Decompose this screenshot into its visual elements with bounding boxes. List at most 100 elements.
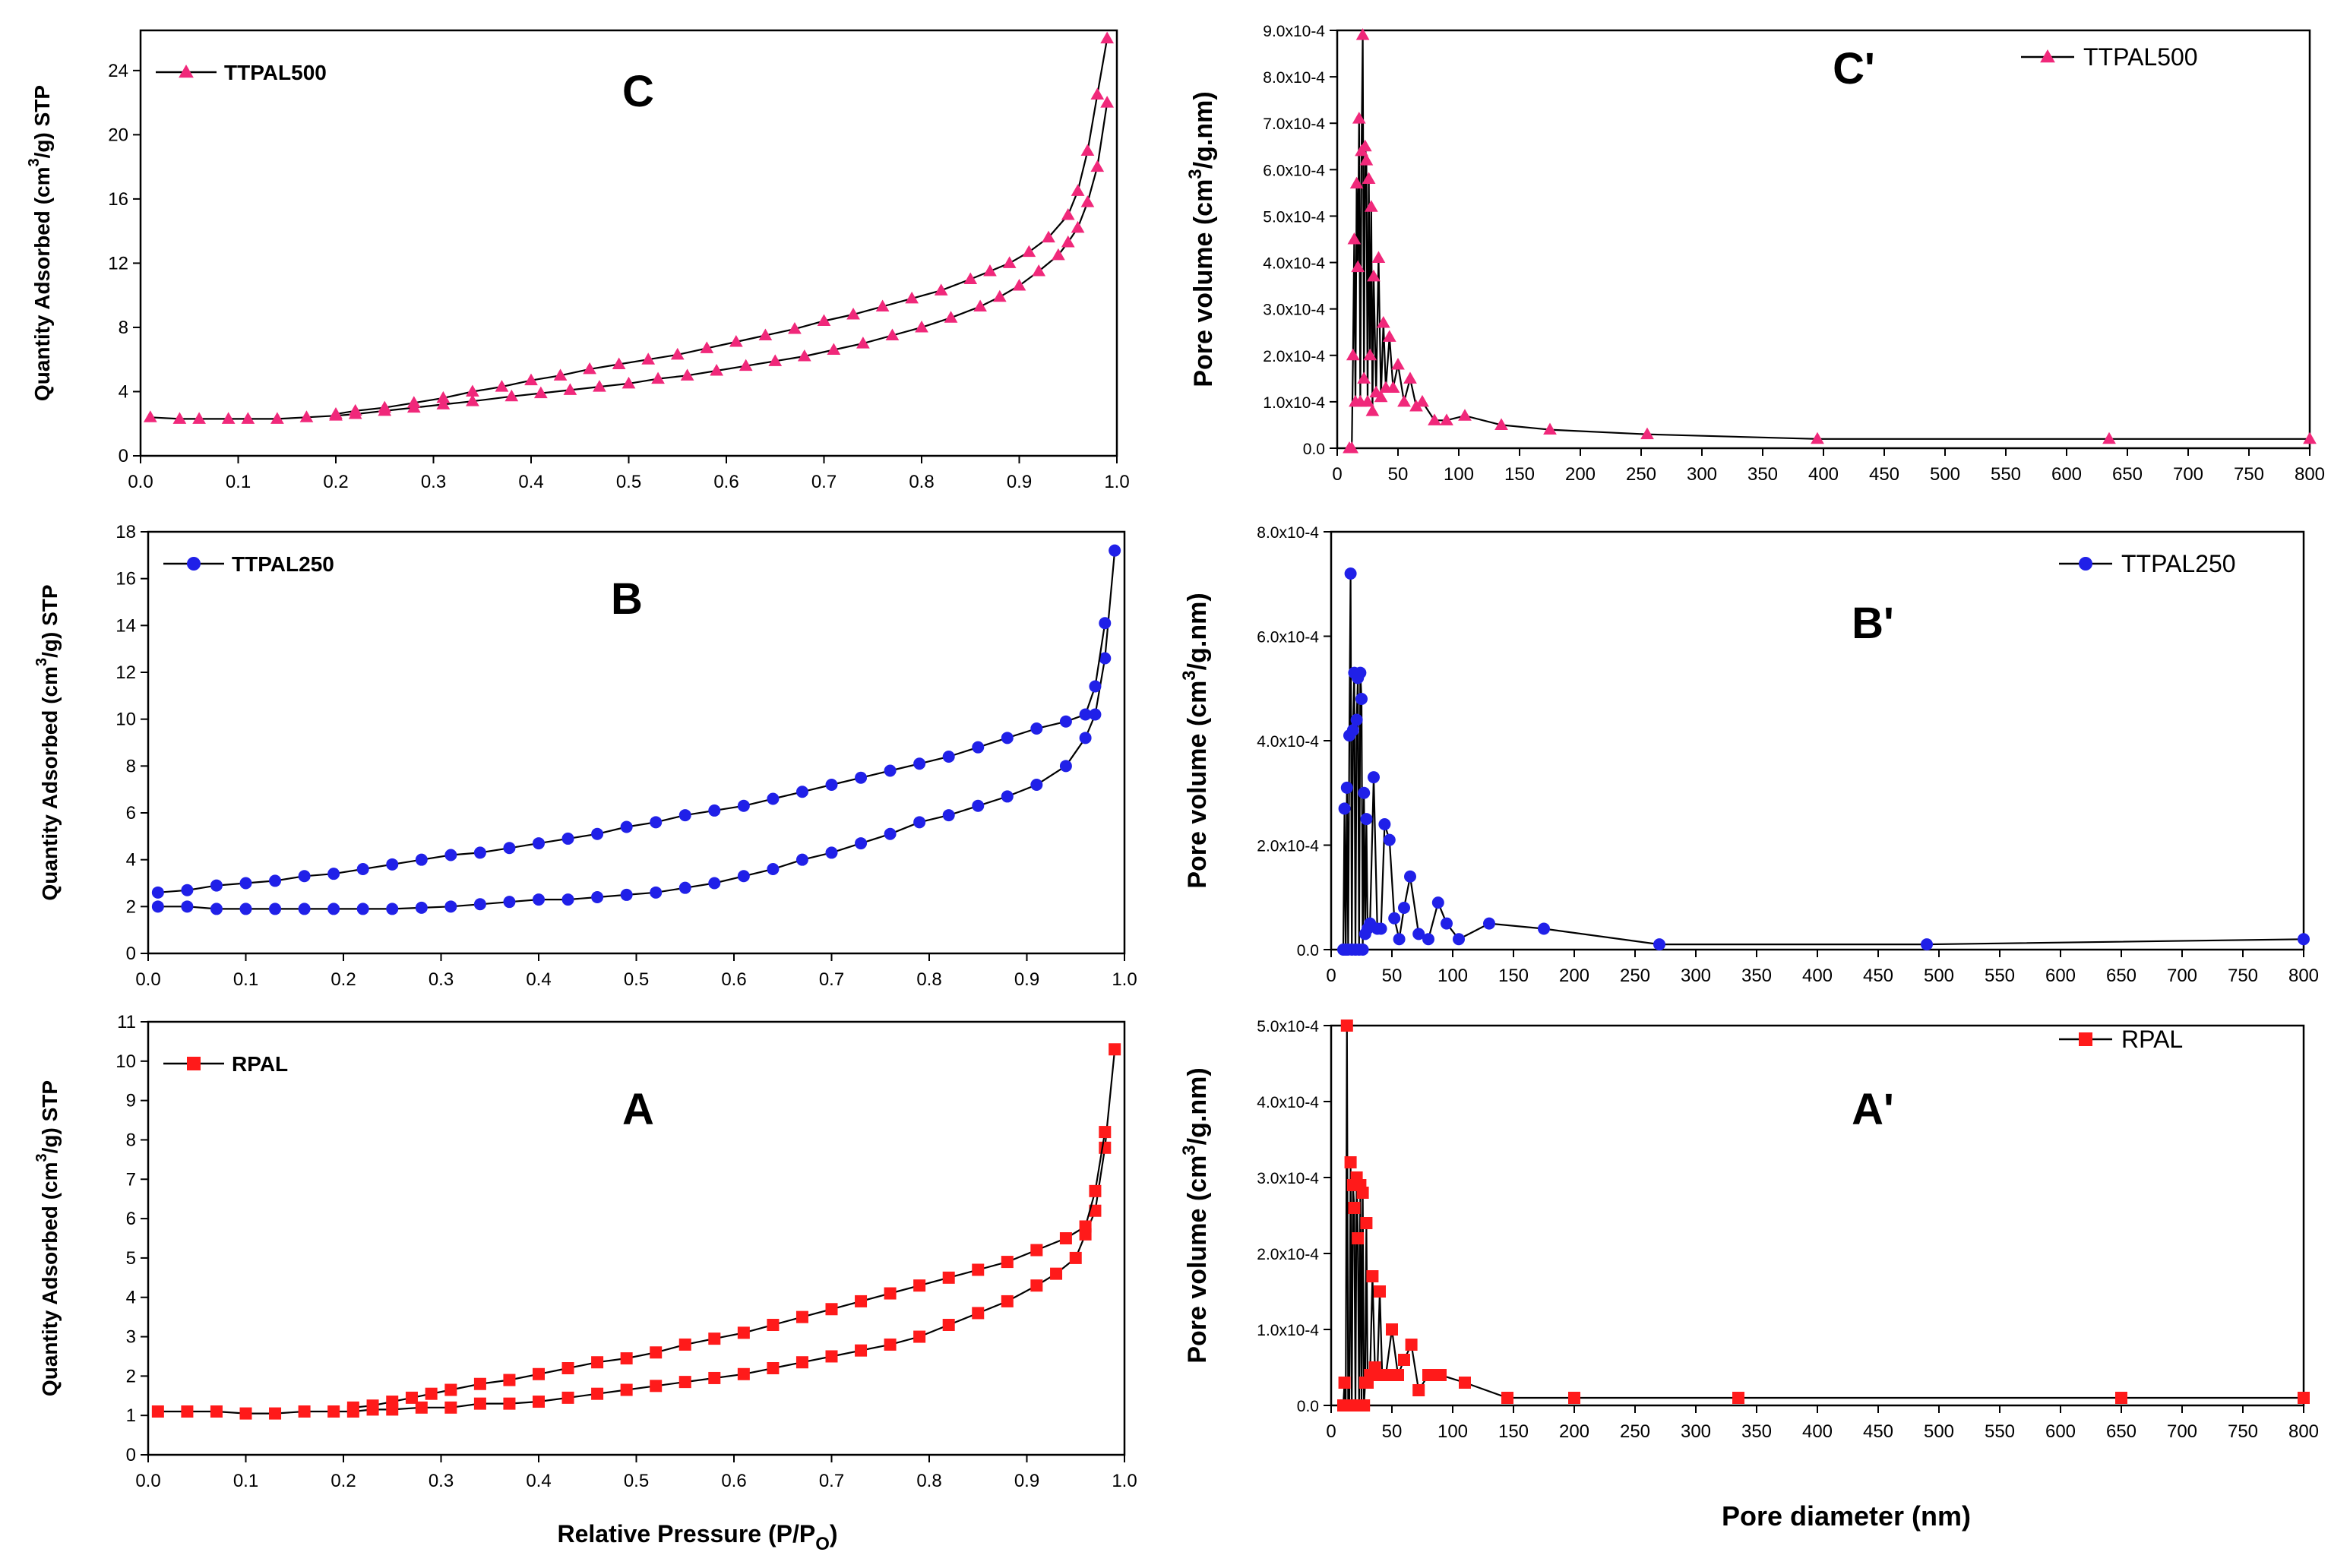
x-tick-label: 1.0	[1112, 969, 1137, 990]
data-point	[767, 1362, 780, 1374]
y-axis-label: Quantity Adsorbed (cm3/g) STP	[33, 584, 62, 900]
data-point	[1349, 176, 1364, 189]
x-tick-label: 800	[2295, 464, 2325, 485]
legend: RPAL	[163, 1052, 288, 1076]
x-tick-label: 800	[2288, 966, 2319, 986]
data-point	[729, 334, 743, 347]
data-point	[1388, 912, 1401, 925]
data-point	[1059, 1232, 1072, 1244]
data-point	[620, 1352, 633, 1365]
data-point	[1397, 394, 1411, 407]
data-point	[855, 1344, 868, 1357]
chart-panel-c: 0.0 0.1 0.2 0.3 0.4 0.5 0.6 0.7 0.8 0.9 1.0 0 4 8 12 16…	[26, 29, 1130, 492]
data-point	[1090, 87, 1105, 100]
y-tick-label: 2.0x10-4	[1257, 1246, 1319, 1263]
data-point	[269, 903, 282, 915]
data-point	[1001, 732, 1014, 744]
data-point	[739, 359, 753, 371]
x-tick-label: 600	[2051, 464, 2082, 485]
data-point	[1001, 1256, 1014, 1269]
data-point	[1358, 1399, 1371, 1412]
series-line	[157, 623, 1106, 893]
data-point	[444, 849, 457, 861]
data-point	[239, 903, 252, 915]
x-tick-label: 0.5	[624, 969, 649, 990]
y-tick-label: 0	[126, 1445, 136, 1465]
data-point	[2115, 1392, 2127, 1404]
data-point	[425, 1387, 438, 1400]
x-tick-label: 0.6	[721, 969, 746, 990]
x-tick-label: 800	[2288, 1421, 2319, 1442]
data-point	[269, 1407, 282, 1420]
data-point	[415, 901, 428, 914]
x-tick-label: 750	[2234, 464, 2264, 485]
data-point	[1042, 230, 1055, 243]
y-tick-label: 4.0x10-4	[1263, 255, 1325, 273]
data-point	[1090, 160, 1105, 172]
data-point	[855, 837, 868, 850]
data-point	[700, 341, 714, 353]
series-rpal	[1337, 1020, 2310, 1412]
data-point	[356, 903, 369, 915]
data-point	[1568, 1392, 1580, 1404]
data-point	[466, 394, 479, 406]
y-tick-label: 4	[126, 1288, 136, 1308]
data-point	[591, 827, 604, 840]
data-point	[1386, 1323, 1398, 1336]
data-point	[767, 792, 780, 805]
data-point	[1358, 139, 1372, 152]
data-point	[934, 283, 948, 296]
data-point	[942, 751, 955, 763]
x-tick-label: 50	[1382, 966, 1403, 986]
data-point	[473, 1377, 486, 1390]
data-point	[708, 804, 721, 817]
data-point	[210, 1405, 223, 1418]
x-tick-label: 0.3	[429, 1471, 454, 1491]
data-point	[495, 380, 509, 392]
data-point	[151, 886, 164, 899]
series-line	[1342, 1025, 2304, 1407]
data-point	[708, 877, 721, 890]
data-point	[1357, 371, 1371, 384]
data-point	[1052, 248, 1065, 261]
x-tick-label: 250	[1626, 464, 1656, 485]
data-point	[944, 311, 958, 323]
data-point	[181, 1405, 194, 1418]
data-point	[708, 1371, 721, 1384]
x-tick-label: 0.8	[916, 969, 941, 990]
x-tick-label: 50	[1382, 1421, 1403, 1442]
data-point	[737, 1326, 750, 1339]
series-line	[353, 1131, 1106, 1408]
x-tick-label: 0.2	[331, 969, 356, 990]
x-tick-label: 0.6	[721, 1471, 746, 1491]
data-point	[1371, 251, 1386, 263]
data-point	[346, 1401, 359, 1414]
data-point	[405, 1391, 418, 1404]
data-point	[913, 1279, 926, 1292]
data-point	[884, 827, 897, 840]
legend-label: TTPAL500	[2083, 43, 2198, 71]
data-point	[1345, 441, 1359, 454]
data-point	[270, 412, 284, 424]
x-tick-label: 0.8	[916, 1471, 941, 1491]
data-point	[436, 390, 451, 403]
x-tick-label: 100	[1444, 464, 1474, 485]
data-point	[758, 328, 773, 341]
legend-marker	[187, 557, 201, 571]
data-point	[1403, 371, 1417, 384]
y-tick-label: 8	[126, 1130, 136, 1150]
data-point	[1921, 938, 1933, 951]
x-tick-label: 300	[1687, 464, 1717, 485]
x-tick-label: 0.7	[819, 969, 844, 990]
data-point	[366, 1399, 379, 1412]
x-tick-label: 0.0	[135, 969, 160, 990]
data-point	[1367, 269, 1381, 282]
y-tick-label: 4.0x10-4	[1257, 1094, 1319, 1111]
data-point	[181, 900, 194, 913]
data-point	[875, 299, 890, 311]
x-tick-label: 0.9	[1014, 1471, 1039, 1491]
data-point	[348, 403, 362, 416]
x-tick-label: 200	[1565, 464, 1596, 485]
series-desorption	[329, 31, 1115, 419]
data-point	[1079, 732, 1092, 744]
